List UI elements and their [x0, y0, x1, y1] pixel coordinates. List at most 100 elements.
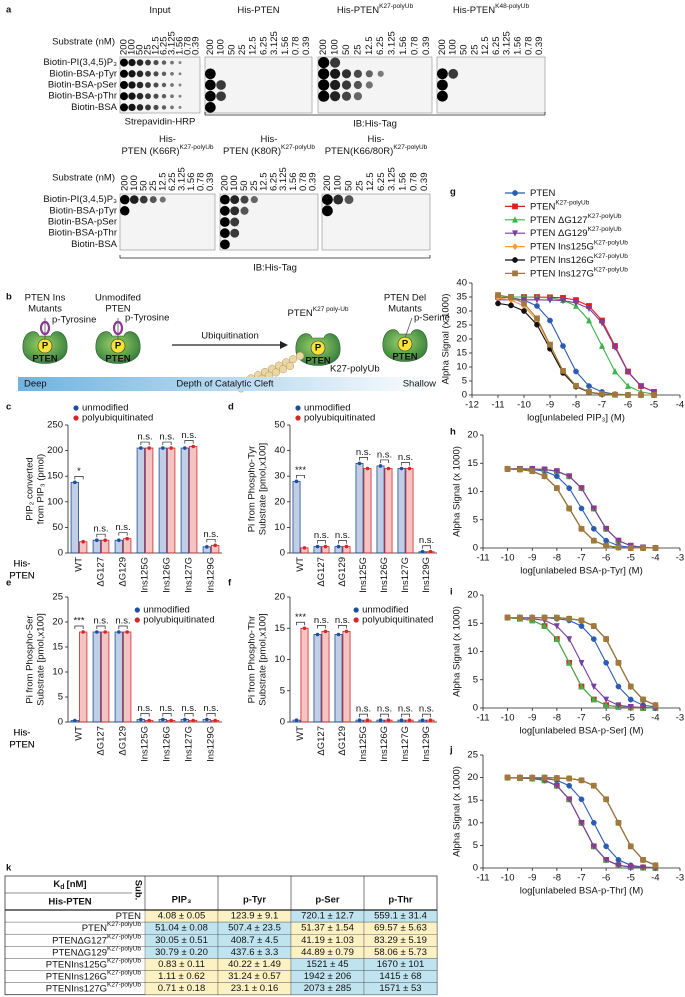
- concentration-label: 200: [219, 175, 230, 191]
- data-point: [573, 382, 579, 389]
- y-tick-label: 15: [467, 618, 478, 629]
- significance-bracket: [380, 459, 389, 463]
- table-cell-text: 720.1 ± 12.7: [301, 911, 354, 922]
- x-tick-label: Ins125G: [358, 726, 369, 762]
- bar-point: [125, 630, 129, 634]
- significance-bracket: [206, 713, 216, 717]
- blot-dot: [330, 79, 341, 91]
- ubiquitin-bead: [278, 365, 288, 374]
- bar-point: [169, 446, 173, 450]
- x-axis-label: log[unlabeled BSA-p-Ser] (M): [519, 726, 643, 737]
- data-point: [603, 696, 610, 704]
- chain-label: K27-polyUb: [330, 364, 380, 375]
- significance-bracket: [359, 713, 368, 718]
- y-axis-label: Alpha Signal (x 1000): [452, 766, 463, 857]
- data-point: [578, 796, 585, 803]
- data-point: [566, 775, 573, 782]
- y-tick-label: 25: [52, 592, 63, 603]
- table-cell-text: 437.6 ± 3.3: [231, 947, 278, 958]
- y-tick-label: 0: [462, 390, 467, 401]
- data-point: [547, 341, 553, 348]
- concentration-label: 0.39: [534, 37, 545, 56]
- table-cell-text: 31.24 ± 0.57: [228, 971, 281, 982]
- legend-label: polyubiquitinated: [143, 615, 214, 626]
- data-point: [566, 636, 573, 643]
- blot-dot: [178, 72, 182, 76]
- legend-label-sup: K27-polyUb: [588, 226, 622, 233]
- blot-dot: [139, 195, 148, 204]
- curve: [497, 302, 654, 396]
- blot-dot: [205, 68, 216, 80]
- data-point: [512, 243, 518, 251]
- blot-dot: [353, 69, 362, 78]
- x-tick-label: -6: [602, 873, 610, 884]
- data-point: [534, 303, 540, 309]
- data-point: [508, 294, 514, 301]
- bar-point: [147, 446, 151, 450]
- data-point: [578, 623, 585, 629]
- bar: [123, 538, 132, 554]
- concentration-label: 50: [341, 44, 352, 55]
- data-point: [599, 319, 605, 327]
- bar: [180, 447, 189, 554]
- y-tick-label: 30: [456, 306, 467, 317]
- bar-point: [81, 630, 85, 634]
- x-tick-label: -5: [627, 873, 635, 884]
- y-tick-label: 15: [467, 795, 478, 806]
- significance-label: n.s.: [159, 432, 174, 443]
- bar-point: [357, 718, 362, 722]
- data-point: [566, 473, 573, 480]
- x-tick-label: Ins129G: [421, 557, 432, 593]
- blot-row-label: Biotin-PI(3,4,5)P₃: [43, 57, 117, 68]
- table-row-label-sup: K27-polyUb: [107, 933, 141, 940]
- data-point: [553, 468, 560, 475]
- significance-label: n.s.: [335, 615, 350, 626]
- blot-dot: [145, 93, 151, 100]
- blot-dot: [230, 206, 240, 216]
- blot-dot: [161, 60, 167, 65]
- concentration-label: 100: [129, 175, 140, 191]
- legend-label-sup: K27-polyUb: [555, 200, 589, 207]
- blot-dot: [240, 206, 249, 215]
- data-point: [547, 297, 553, 304]
- blot-dot: [170, 60, 174, 65]
- significance-label: ***: [73, 616, 84, 627]
- curve: [498, 299, 655, 393]
- concentration-label: 0.78: [298, 173, 309, 192]
- data-point: [603, 636, 609, 642]
- table-row-label: PTENΔG129K27-polyUb: [52, 946, 141, 958]
- y-tick-label: 15: [274, 623, 285, 634]
- bar: [189, 446, 198, 554]
- legend-marker: [353, 607, 359, 613]
- data-point: [627, 704, 634, 711]
- significance-bracket: [359, 457, 368, 461]
- significance-bracket: [401, 713, 410, 718]
- blot-dot: [128, 81, 136, 89]
- data-point: [612, 367, 618, 375]
- concentration-label: 100: [333, 175, 344, 191]
- x-axis-label: log[unlabeled BSA-p-Thr] (M): [520, 886, 644, 897]
- blot-dot: [220, 228, 230, 239]
- data-point: [578, 525, 585, 532]
- legend-label: PTEN Ins126GK27-polyUb: [530, 253, 628, 265]
- data-point: [640, 545, 646, 551]
- concentration-label: 0.78: [183, 37, 194, 56]
- bar: [114, 539, 123, 554]
- bar-point: [336, 544, 341, 549]
- panel-label: g: [450, 187, 456, 198]
- bar-point: [420, 718, 425, 722]
- x-tick-label: -9: [528, 553, 536, 564]
- enzyme-label: PTEN: [32, 354, 57, 365]
- legend-label: PTEN Ins127GK27-polyUb: [530, 267, 628, 279]
- data-point: [590, 505, 597, 513]
- concentration-label: 12.5: [259, 173, 270, 192]
- y-tick-label: 20: [467, 430, 478, 441]
- x-tick-label: -11: [476, 873, 489, 884]
- concentration-label: 1.56: [398, 173, 409, 192]
- significance-bracket: [96, 533, 106, 538]
- data-point: [541, 466, 548, 474]
- data-point: [512, 190, 518, 196]
- data-point: [590, 623, 597, 629]
- bar: [92, 631, 101, 723]
- active-site: [310, 340, 326, 356]
